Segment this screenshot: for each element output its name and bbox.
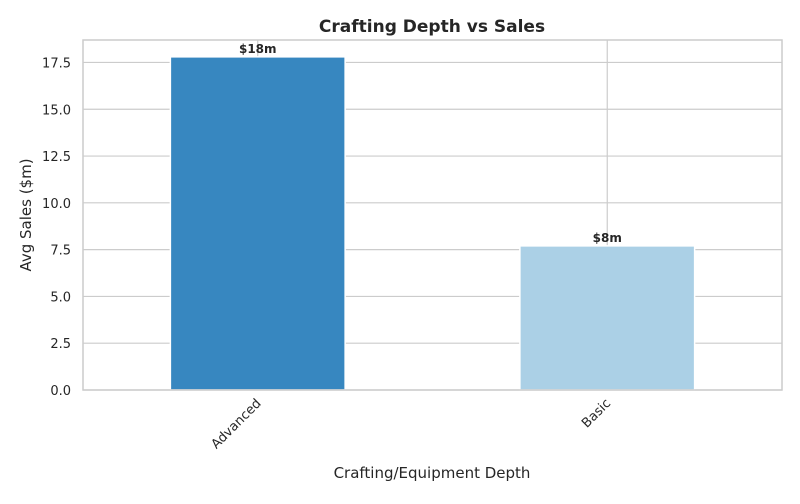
y-tick-label: 15.0 [42, 103, 71, 118]
bar-advanced [169, 56, 346, 391]
data-labels-layer: $18m $8m [239, 42, 622, 245]
y-tick-label: 10.0 [42, 197, 71, 212]
y-tick-label: 2.5 [50, 337, 71, 352]
y-axis-label: Avg Sales ($m) [17, 158, 35, 271]
x-axis-label: Crafting/Equipment Depth [334, 464, 531, 482]
y-tick-label: 0.0 [50, 384, 71, 399]
x-ticks-layer: Advanced Basic [209, 396, 615, 452]
chart-title: Crafting Depth vs Sales [319, 17, 545, 37]
plot-frame [82, 39, 783, 391]
y-ticks-layer: 0.0 2.5 5.0 7.5 10.0 12.5 15.0 17.5 [42, 56, 71, 399]
y-tick-label: 12.5 [42, 150, 71, 165]
x-tick-label: Advanced [209, 396, 265, 452]
data-label: $18m [239, 42, 277, 56]
x-tick-label: Basic [579, 396, 614, 431]
y-tick-label: 17.5 [42, 56, 71, 71]
bars-layer [169, 56, 696, 391]
y-tick-label: 5.0 [50, 290, 71, 305]
data-label: $8m [593, 231, 622, 245]
y-tick-label: 7.5 [50, 244, 71, 259]
bar-basic [519, 245, 696, 391]
